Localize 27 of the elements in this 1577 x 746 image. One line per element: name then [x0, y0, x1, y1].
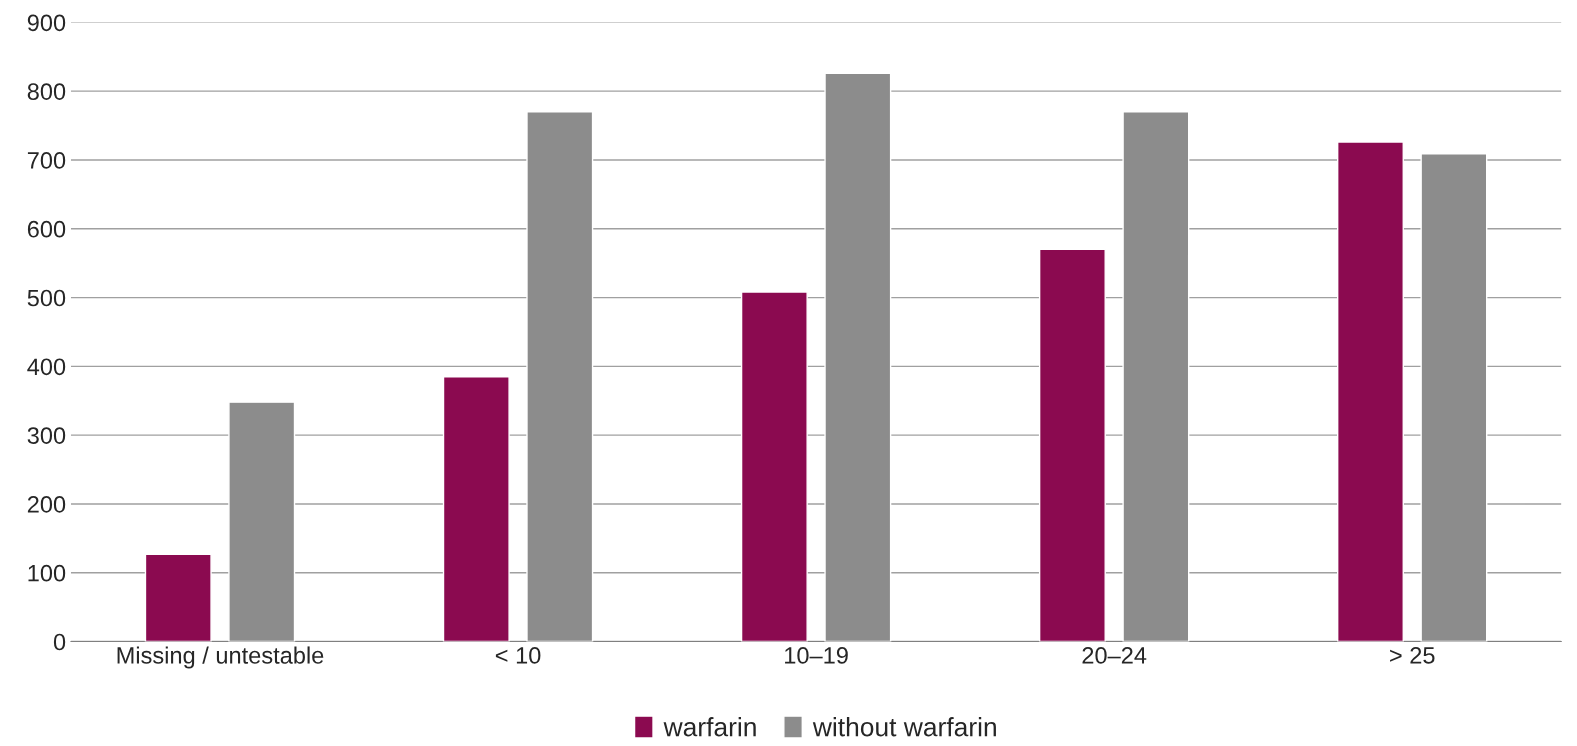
bar [1038, 248, 1106, 642]
x-tick-label: 20–24 [1082, 647, 1147, 664]
y-tick-label: 400 [27, 358, 66, 376]
bar [1420, 153, 1488, 642]
bar [1122, 111, 1190, 642]
x-tick-label: < 10 [495, 647, 541, 664]
x-tick-label: 10–19 [785, 647, 848, 664]
legend-label: without warfarin [812, 717, 996, 737]
bar [526, 111, 594, 642]
x-tick-label: > 25 [1390, 647, 1435, 664]
bar [740, 291, 808, 642]
x-tick-label: Missing / untestable [117, 646, 324, 669]
y-tick-label: 100 [28, 564, 66, 582]
bar [228, 401, 296, 642]
bar [824, 72, 892, 642]
bar [144, 553, 212, 642]
y-tick-label: 500 [27, 289, 66, 307]
bar [1336, 141, 1404, 642]
y-tick-label: 300 [27, 427, 66, 444]
y-tick-label: 800 [27, 83, 66, 100]
y-tick-label: 0 [53, 633, 66, 651]
y-tick-label: 700 [27, 152, 66, 169]
y-tick-label: 200 [27, 496, 66, 513]
y-tick-label: 600 [27, 220, 66, 238]
y-tick-label: 900 [27, 14, 66, 32]
bar [442, 375, 510, 642]
legend-label: warfarin [663, 717, 756, 737]
